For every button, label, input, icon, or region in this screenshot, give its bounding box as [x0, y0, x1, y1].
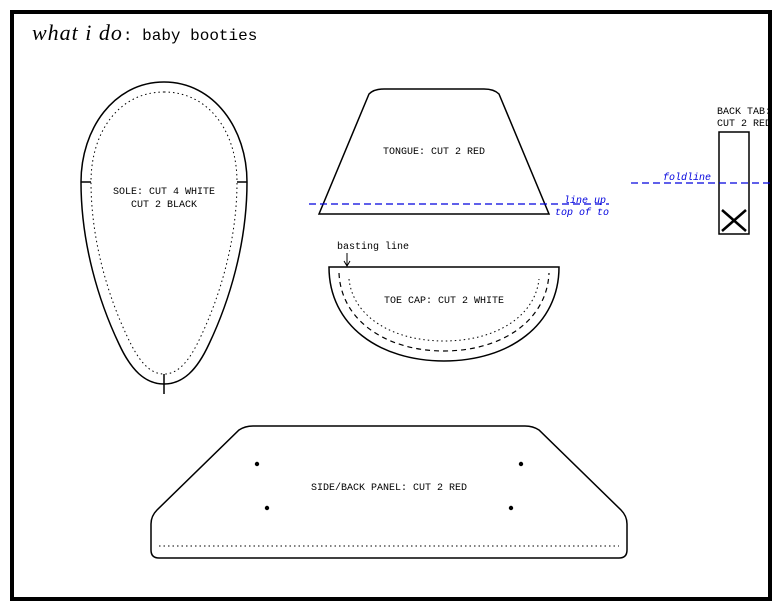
- eyelet-dot: [509, 506, 513, 510]
- backtab-label-1: BACK TAB:: [717, 107, 771, 118]
- eyelet-dot: [255, 462, 259, 466]
- eyelet-dot: [265, 506, 269, 510]
- toecap-piece: basting line TOE CAP: CUT 2 WHITE: [309, 239, 579, 369]
- foldline-label: foldline: [663, 172, 711, 184]
- sole-piece: SOLE: CUT 4 WHITE CUT 2 BLACK: [69, 74, 259, 394]
- tongue-label: TONGUE: CUT 2 RED: [383, 147, 485, 158]
- toecap-seam: [349, 279, 539, 341]
- sole-label-1: SOLE: CUT 4 WHITE: [113, 187, 215, 198]
- eyelet-dot: [519, 462, 523, 466]
- basting-label: basting line: [337, 241, 409, 253]
- toecap-outline: [329, 267, 559, 361]
- side-panel-piece: SIDE/BACK PANEL: CUT 2 RED: [149, 424, 629, 569]
- toecap-label: TOE CAP: CUT 2 WHITE: [384, 296, 504, 307]
- title-script: what i do: [32, 20, 123, 45]
- page-frame: what i do: baby booties SOLE: CUT 4 WHIT…: [10, 10, 772, 601]
- sole-label-2: CUT 2 BLACK: [131, 200, 197, 211]
- toecap-basting: [339, 273, 549, 351]
- title-mono: : baby booties: [123, 27, 257, 45]
- lineup-1: line up: [564, 195, 606, 207]
- backtab-label-2: CUT 2 RED: [717, 119, 771, 130]
- sole-outline: [81, 82, 247, 384]
- tongue-piece: TONGUE: CUT 2 RED line up top of toe cap: [309, 86, 609, 226]
- page-title: what i do: baby booties: [32, 20, 257, 46]
- lineup-2: top of toe cap: [555, 207, 609, 219]
- backtab-piece: BACK TAB: CUT 2 RED foldline: [631, 104, 771, 254]
- side-label: SIDE/BACK PANEL: CUT 2 RED: [311, 482, 467, 494]
